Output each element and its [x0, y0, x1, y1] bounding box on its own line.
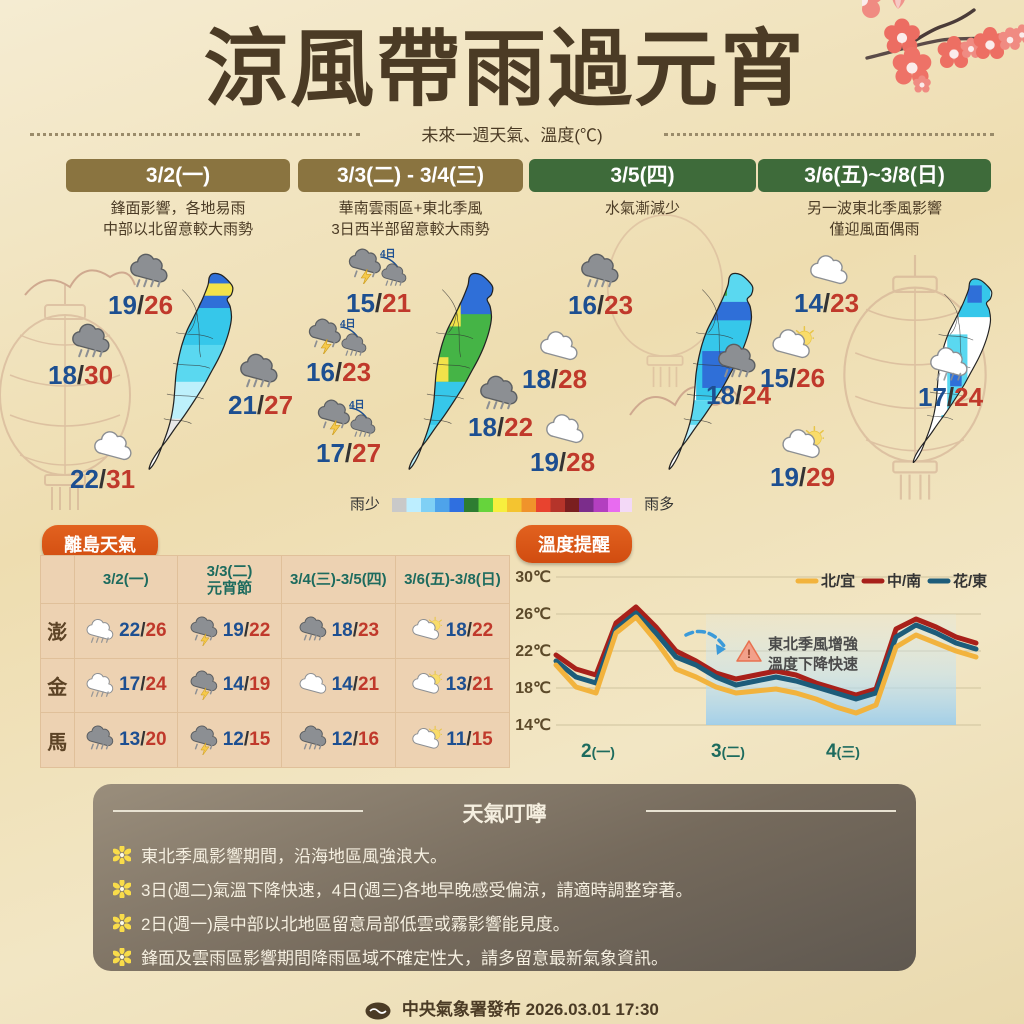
svg-text:2(一): 2(一): [581, 741, 615, 762]
svg-text:溫度下降快速: 溫度下降快速: [768, 655, 858, 673]
svg-text:14℃: 14℃: [516, 717, 551, 734]
svg-text:3(二): 3(二): [711, 741, 745, 762]
svg-text:26℃: 26℃: [516, 606, 551, 623]
svg-text:東北季風增強: 東北季風增強: [768, 635, 858, 653]
svg-text:4(三): 4(三): [826, 741, 860, 762]
svg-text:花/東: 花/東: [953, 572, 987, 590]
svg-text:!: !: [747, 647, 751, 661]
svg-text:22℃: 22℃: [516, 643, 551, 660]
svg-text:中/南: 中/南: [887, 572, 921, 590]
svg-text:北/宜: 北/宜: [821, 572, 855, 590]
svg-text:30℃: 30℃: [516, 569, 551, 586]
svg-text:18℃: 18℃: [516, 680, 551, 697]
